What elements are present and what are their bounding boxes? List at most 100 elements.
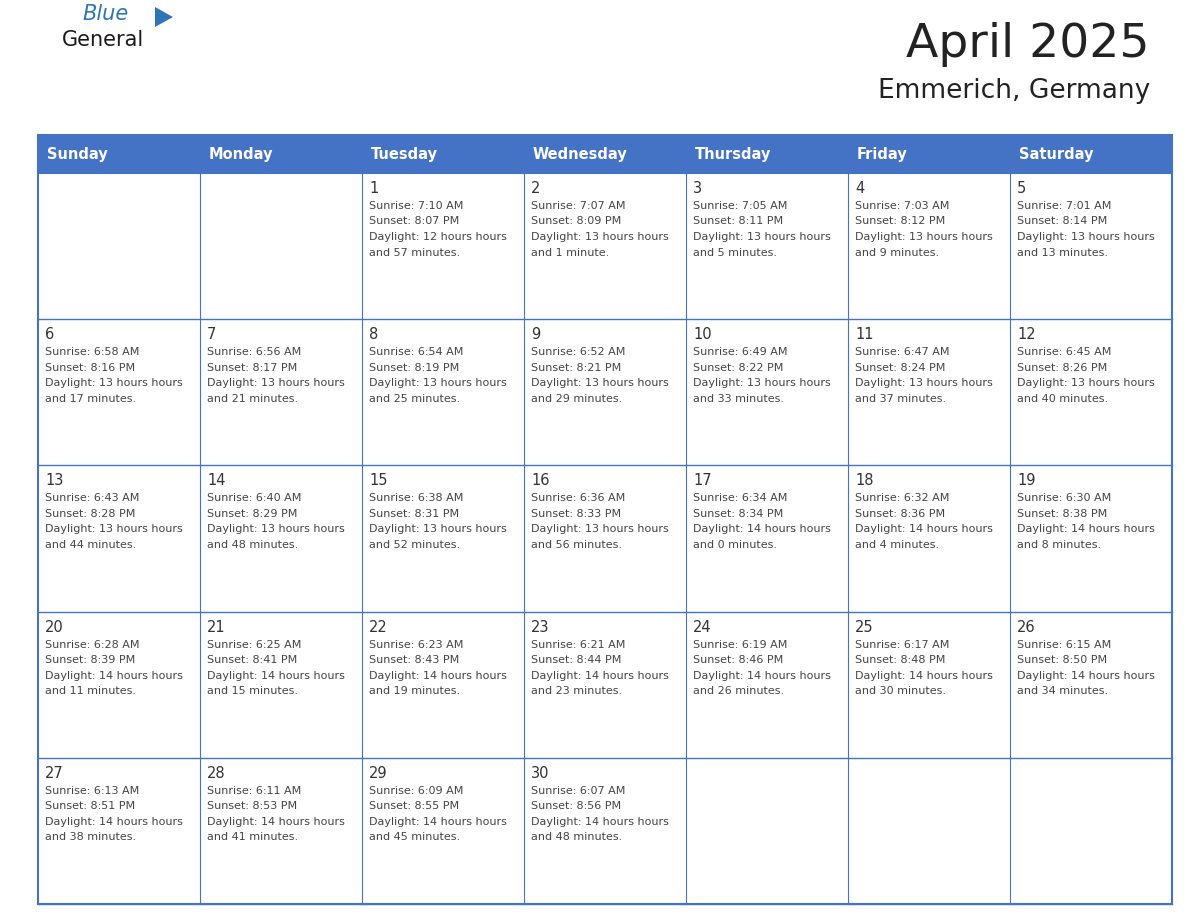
Text: Sunrise: 6:23 AM: Sunrise: 6:23 AM xyxy=(369,640,463,650)
Text: Sunrise: 6:40 AM: Sunrise: 6:40 AM xyxy=(207,493,302,503)
Text: Sunset: 8:28 PM: Sunset: 8:28 PM xyxy=(45,509,135,519)
Bar xyxy=(362,135,524,173)
Text: Sunset: 8:41 PM: Sunset: 8:41 PM xyxy=(207,655,297,666)
Text: Sunset: 8:26 PM: Sunset: 8:26 PM xyxy=(1017,363,1107,373)
Text: and 17 minutes.: and 17 minutes. xyxy=(45,394,137,404)
Bar xyxy=(38,135,200,173)
Bar xyxy=(524,135,685,173)
Text: Sunrise: 6:52 AM: Sunrise: 6:52 AM xyxy=(531,347,625,357)
Text: Daylight: 13 hours hours: Daylight: 13 hours hours xyxy=(855,232,993,242)
Text: 1: 1 xyxy=(369,181,378,196)
Text: 13: 13 xyxy=(45,474,63,488)
Text: Sunrise: 7:10 AM: Sunrise: 7:10 AM xyxy=(369,201,463,211)
Text: Sunset: 8:16 PM: Sunset: 8:16 PM xyxy=(45,363,135,373)
Text: Sunset: 8:36 PM: Sunset: 8:36 PM xyxy=(855,509,946,519)
Text: and 40 minutes.: and 40 minutes. xyxy=(1017,394,1108,404)
Text: and 25 minutes.: and 25 minutes. xyxy=(369,394,460,404)
Text: 15: 15 xyxy=(369,474,387,488)
Text: Sunset: 8:38 PM: Sunset: 8:38 PM xyxy=(1017,509,1107,519)
Text: Sunset: 8:09 PM: Sunset: 8:09 PM xyxy=(531,217,621,227)
Text: Daylight: 14 hours hours: Daylight: 14 hours hours xyxy=(207,817,345,827)
Text: Sunset: 8:50 PM: Sunset: 8:50 PM xyxy=(1017,655,1107,666)
Text: 4: 4 xyxy=(855,181,864,196)
Text: Daylight: 13 hours hours: Daylight: 13 hours hours xyxy=(369,378,507,388)
Text: Sunset: 8:48 PM: Sunset: 8:48 PM xyxy=(855,655,946,666)
Text: Sunrise: 6:13 AM: Sunrise: 6:13 AM xyxy=(45,786,139,796)
Text: and 13 minutes.: and 13 minutes. xyxy=(1017,248,1108,258)
Text: Daylight: 13 hours hours: Daylight: 13 hours hours xyxy=(693,232,830,242)
Text: Sunrise: 6:56 AM: Sunrise: 6:56 AM xyxy=(207,347,302,357)
Text: Daylight: 14 hours hours: Daylight: 14 hours hours xyxy=(693,524,830,534)
Text: 21: 21 xyxy=(207,620,226,634)
Text: Sunset: 8:12 PM: Sunset: 8:12 PM xyxy=(855,217,946,227)
Text: 30: 30 xyxy=(531,766,550,781)
Text: and 48 minutes.: and 48 minutes. xyxy=(207,540,298,550)
Text: 8: 8 xyxy=(369,327,378,342)
Text: and 57 minutes.: and 57 minutes. xyxy=(369,248,460,258)
Text: and 11 minutes.: and 11 minutes. xyxy=(45,686,135,696)
Text: Sunrise: 6:21 AM: Sunrise: 6:21 AM xyxy=(531,640,625,650)
Text: Daylight: 14 hours hours: Daylight: 14 hours hours xyxy=(531,671,669,680)
Text: Sunset: 8:07 PM: Sunset: 8:07 PM xyxy=(369,217,460,227)
Text: Sunrise: 6:49 AM: Sunrise: 6:49 AM xyxy=(693,347,788,357)
Polygon shape xyxy=(154,7,173,27)
Text: Daylight: 13 hours hours: Daylight: 13 hours hours xyxy=(531,232,669,242)
Text: Sunset: 8:51 PM: Sunset: 8:51 PM xyxy=(45,801,135,812)
Text: Sunrise: 6:45 AM: Sunrise: 6:45 AM xyxy=(1017,347,1112,357)
Text: Sunset: 8:39 PM: Sunset: 8:39 PM xyxy=(45,655,135,666)
Text: Sunrise: 6:07 AM: Sunrise: 6:07 AM xyxy=(531,786,625,796)
Text: and 56 minutes.: and 56 minutes. xyxy=(531,540,623,550)
Text: Sunrise: 6:36 AM: Sunrise: 6:36 AM xyxy=(531,493,625,503)
Text: and 1 minute.: and 1 minute. xyxy=(531,248,609,258)
Text: 22: 22 xyxy=(369,620,387,634)
Text: Daylight: 13 hours hours: Daylight: 13 hours hours xyxy=(693,378,830,388)
Text: Saturday: Saturday xyxy=(1019,147,1093,162)
Text: Sunday: Sunday xyxy=(48,147,108,162)
Text: and 0 minutes.: and 0 minutes. xyxy=(693,540,777,550)
Text: 7: 7 xyxy=(207,327,216,342)
Bar xyxy=(685,135,848,173)
Text: 9: 9 xyxy=(531,327,541,342)
Text: Daylight: 13 hours hours: Daylight: 13 hours hours xyxy=(855,378,993,388)
Text: Sunrise: 6:47 AM: Sunrise: 6:47 AM xyxy=(855,347,949,357)
Text: and 41 minutes.: and 41 minutes. xyxy=(207,833,298,843)
Text: Sunset: 8:22 PM: Sunset: 8:22 PM xyxy=(693,363,783,373)
Text: 25: 25 xyxy=(855,620,873,634)
Text: 19: 19 xyxy=(1017,474,1036,488)
Text: Sunrise: 6:43 AM: Sunrise: 6:43 AM xyxy=(45,493,139,503)
Text: Daylight: 14 hours hours: Daylight: 14 hours hours xyxy=(207,671,345,680)
Text: Sunrise: 6:28 AM: Sunrise: 6:28 AM xyxy=(45,640,139,650)
Text: and 37 minutes.: and 37 minutes. xyxy=(855,394,946,404)
Text: 16: 16 xyxy=(531,474,550,488)
Text: 27: 27 xyxy=(45,766,64,781)
Text: and 52 minutes.: and 52 minutes. xyxy=(369,540,460,550)
Text: Daylight: 14 hours hours: Daylight: 14 hours hours xyxy=(369,817,507,827)
Text: and 38 minutes.: and 38 minutes. xyxy=(45,833,137,843)
Text: Daylight: 13 hours hours: Daylight: 13 hours hours xyxy=(1017,232,1155,242)
Text: and 4 minutes.: and 4 minutes. xyxy=(855,540,940,550)
Text: Daylight: 13 hours hours: Daylight: 13 hours hours xyxy=(45,524,183,534)
Text: Sunrise: 6:54 AM: Sunrise: 6:54 AM xyxy=(369,347,463,357)
Text: and 48 minutes.: and 48 minutes. xyxy=(531,833,623,843)
Text: and 44 minutes.: and 44 minutes. xyxy=(45,540,137,550)
Text: 2: 2 xyxy=(531,181,541,196)
Text: Sunset: 8:44 PM: Sunset: 8:44 PM xyxy=(531,655,621,666)
Text: and 33 minutes.: and 33 minutes. xyxy=(693,394,784,404)
Text: and 9 minutes.: and 9 minutes. xyxy=(855,248,940,258)
Text: Sunrise: 6:38 AM: Sunrise: 6:38 AM xyxy=(369,493,463,503)
Text: Daylight: 14 hours hours: Daylight: 14 hours hours xyxy=(1017,524,1155,534)
Text: Daylight: 13 hours hours: Daylight: 13 hours hours xyxy=(531,524,669,534)
Text: Sunset: 8:53 PM: Sunset: 8:53 PM xyxy=(207,801,297,812)
Text: 5: 5 xyxy=(1017,181,1026,196)
Text: Sunset: 8:19 PM: Sunset: 8:19 PM xyxy=(369,363,460,373)
Bar xyxy=(1010,135,1173,173)
Text: Daylight: 14 hours hours: Daylight: 14 hours hours xyxy=(531,817,669,827)
Text: and 19 minutes.: and 19 minutes. xyxy=(369,686,460,696)
Text: Blue: Blue xyxy=(82,4,128,24)
Text: and 45 minutes.: and 45 minutes. xyxy=(369,833,460,843)
Text: and 5 minutes.: and 5 minutes. xyxy=(693,248,777,258)
Text: Sunset: 8:33 PM: Sunset: 8:33 PM xyxy=(531,509,621,519)
Text: 20: 20 xyxy=(45,620,64,634)
Text: 23: 23 xyxy=(531,620,550,634)
Text: Wednesday: Wednesday xyxy=(533,147,627,162)
